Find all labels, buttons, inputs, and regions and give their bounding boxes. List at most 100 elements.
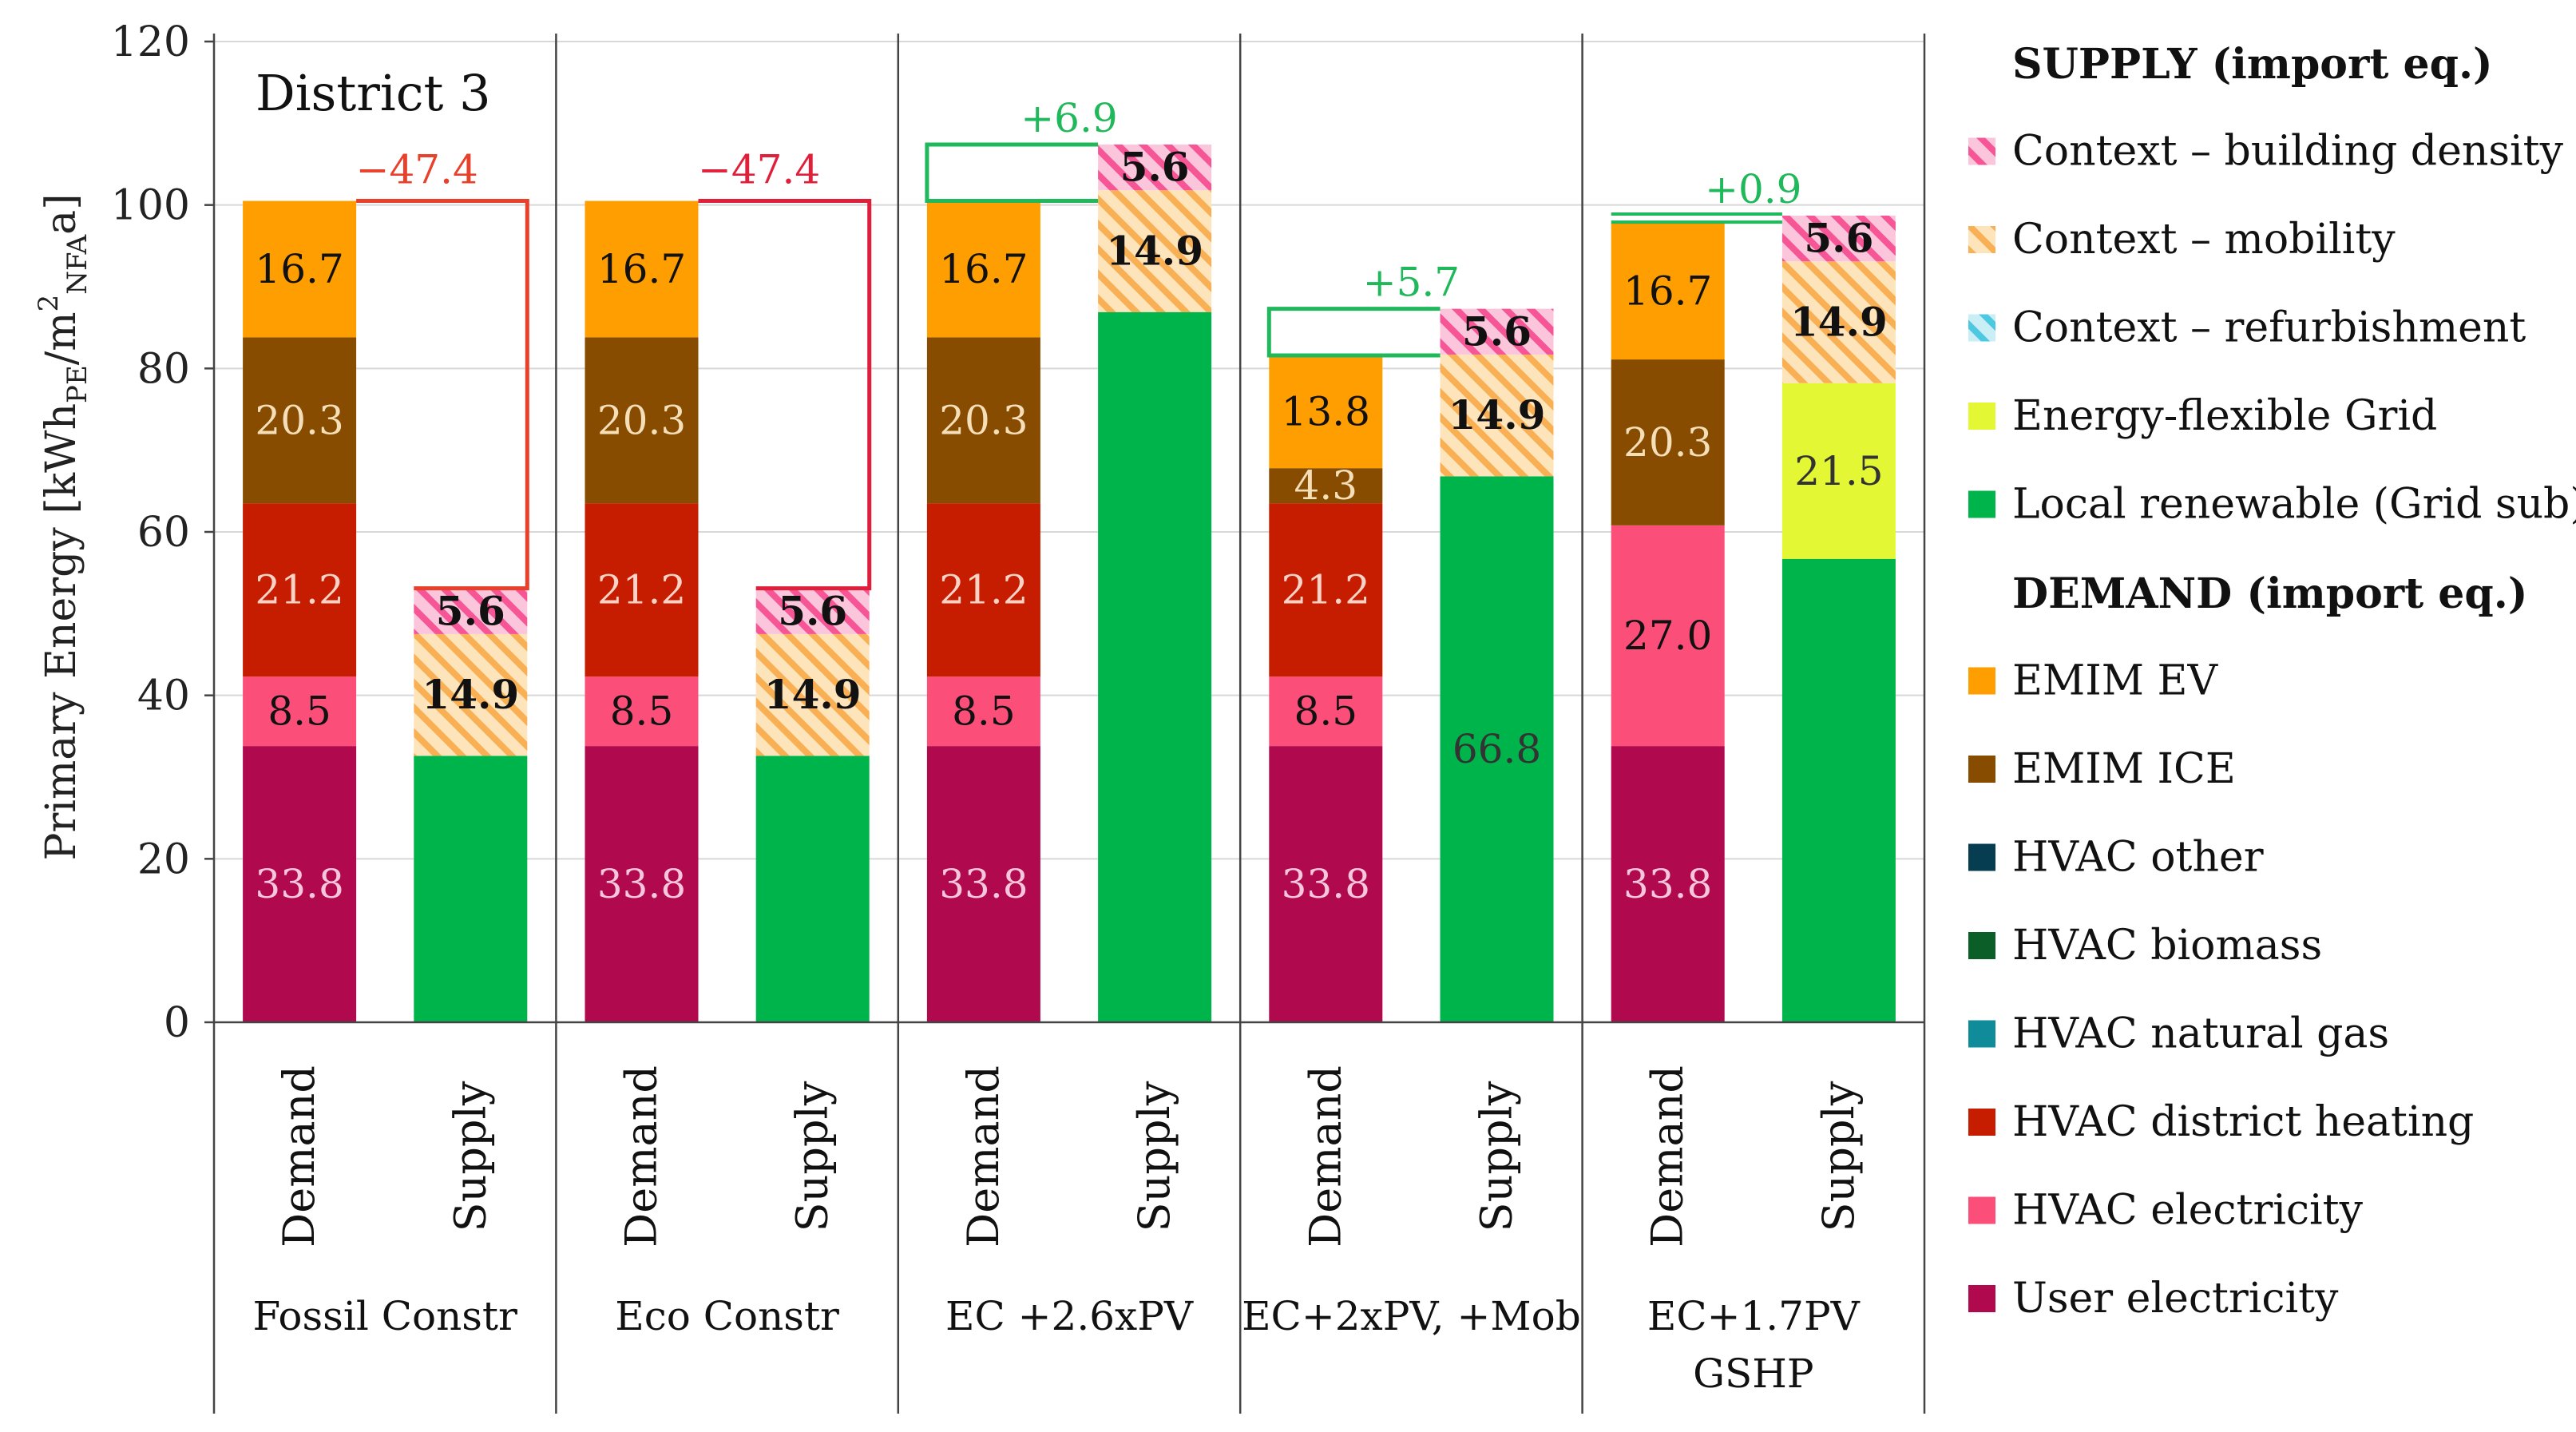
legend: SUPPLY (import eq.) Context – building de…: [1968, 40, 2576, 1323]
data-label: 14.9: [1790, 299, 1888, 346]
legend-swatch: [1968, 226, 1995, 253]
delta-bracket: [356, 199, 529, 591]
bar-segment-context-building-density: [414, 588, 528, 634]
bar-segment-user-electricity: [243, 746, 357, 1022]
bar-segment-energy-flexible-grid: [1781, 383, 1896, 559]
x-tick-label-demand: Demand: [958, 1065, 1009, 1248]
data-label: 14.9: [422, 671, 519, 718]
legend-item-hvac-biomass: HVAC biomass: [1968, 922, 2322, 970]
legend-swatch: [1968, 1020, 1995, 1048]
bar-segment-emim-ev: [585, 200, 699, 338]
chart-title: District 3: [256, 64, 491, 122]
y-tick-label: 0: [164, 999, 190, 1047]
legend-swatch: [1968, 932, 1995, 959]
x-tick-label-supply: Supply: [1813, 1081, 1864, 1232]
delta-indicator: +0.9: [1611, 166, 1802, 224]
y-tick-label: 60: [137, 509, 190, 557]
bar-segment-hvac-district-heating: [585, 503, 699, 677]
legend-swatch: [1968, 490, 1995, 518]
legend-label: Context – building density: [2012, 128, 2564, 176]
legend-swatch: [1968, 314, 1995, 342]
legend-label: EMIM EV: [2012, 657, 2218, 705]
group-label: Eco Constr: [615, 1293, 839, 1339]
legend-item-hvac-electricity: HVAC electricity: [1968, 1187, 2364, 1235]
data-label: 20.3: [255, 397, 343, 443]
legend-swatch: [1968, 1196, 1995, 1224]
x-tick-label-supply: Supply: [1472, 1081, 1522, 1232]
data-label: 16.7: [1623, 268, 1712, 315]
bar-segment-emim-ev: [1611, 223, 1725, 360]
data-label: 14.9: [1106, 227, 1203, 274]
data-label: 33.8: [1623, 861, 1712, 907]
group-label: EC+2xPV, +Mob: [1242, 1293, 1581, 1339]
bar-segment-emim-ev: [926, 200, 1040, 338]
supply-bar-fossil-constr: 14.9 5.6: [414, 587, 528, 1022]
data-label: 8.5: [268, 688, 331, 735]
bar-segment-context-building-density: [755, 588, 870, 634]
y-tick-label: 40: [137, 672, 190, 720]
delta-bracket: [1266, 307, 1441, 358]
legend-label: HVAC other: [2012, 834, 2264, 882]
bar-segment-context-mobility: [414, 633, 528, 756]
group-label: GSHP: [1693, 1351, 1813, 1397]
legend-label: Context – refurbishment: [2012, 304, 2526, 352]
group-label: EC+1.7PV: [1647, 1293, 1861, 1339]
legend-item-energy-flexible-grid: Energy-flexible Grid: [1968, 392, 2437, 440]
data-label: 20.3: [1623, 419, 1712, 466]
delta-bracket: [698, 199, 872, 591]
bar-segment-context-building-density: [1440, 308, 1554, 355]
bar-segment-hvac-district-heating: [926, 503, 1040, 677]
data-label: 21.2: [597, 567, 686, 613]
demand-bar-fossil-constr: 33.8 8.5 21.2 20.3 16.7: [243, 200, 357, 1022]
group-label: EC +2.6xPV: [945, 1293, 1194, 1339]
legend-item-context-building-density: Context – building density: [1968, 128, 2564, 176]
delta-indicator: +6.9: [925, 95, 1118, 204]
x-tick-label-supply: Supply: [787, 1081, 838, 1232]
data-label: 8.5: [1294, 688, 1358, 735]
data-label: 8.5: [610, 688, 674, 735]
data-label: 20.3: [939, 397, 1028, 443]
legend-swatch: [1968, 667, 1995, 695]
legend-label: Energy-flexible Grid: [2012, 392, 2437, 440]
bar-segment-emim-ice: [1269, 468, 1383, 504]
delta-indicators: −47.4 −47.4 +6.9 +5.7 +0.9: [356, 95, 1802, 591]
bar-segment-emim-ice: [243, 337, 357, 504]
bar-segment-hvac-electricity: [1269, 676, 1383, 747]
bar-segment-user-electricity: [585, 746, 699, 1022]
bar-segment-local-renewable-grid-sub: [1098, 311, 1212, 1022]
data-label: 8.5: [952, 688, 1016, 735]
delta-label: +0.9: [1705, 166, 1801, 212]
bar-segment-user-electricity: [926, 746, 1040, 1022]
group-label: Fossil Constr: [252, 1293, 517, 1339]
bar-segment-emim-ev: [243, 200, 357, 338]
y-tick-label: 120: [111, 18, 190, 66]
legend-heading: SUPPLY (import eq.): [2012, 40, 2493, 89]
delta-label: −47.4: [356, 147, 478, 193]
x-tick-label-supply: Supply: [445, 1081, 495, 1232]
data-label: 33.8: [1282, 861, 1370, 907]
bar-segment-local-renewable-grid-sub: [755, 756, 870, 1022]
data-label: 33.8: [597, 861, 686, 907]
bar-segment-user-electricity: [1611, 746, 1725, 1022]
data-label: 5.6: [436, 587, 505, 634]
demand-bar-ec-2-6xpv: 33.8 8.5 21.2 20.3 16.7: [926, 200, 1040, 1022]
supply-bar-ec-1-7pv-gshp: 21.5 14.9 5.6: [1781, 215, 1896, 1022]
legend-item-hvac-district-heating: HVAC district heating: [1968, 1098, 2474, 1146]
supply-bar-ec-2xpv-mob: 66.8 14.9 5.6: [1440, 307, 1554, 1022]
delta-label: +6.9: [1020, 95, 1117, 141]
legend-item-hvac-other: HVAC other: [1968, 834, 2264, 882]
legend-swatch: [1968, 1109, 1995, 1136]
data-label: 13.8: [1282, 389, 1370, 435]
bar-segment-context-building-density: [1781, 215, 1896, 262]
bar-segment-emim-ev: [1269, 355, 1383, 469]
bars: 33.8 8.5 21.2 20.3 16.7 14.9 5.6 33.8 8.5 21.2 20.…: [243, 144, 1896, 1022]
legend-swatch: [1968, 1285, 1995, 1312]
bar-segment-context-mobility: [1098, 190, 1212, 312]
data-label: 14.9: [764, 671, 862, 718]
y-tick-label: 20: [137, 835, 190, 883]
bar-segment-hvac-electricity: [1611, 525, 1725, 747]
demand-bar-ec-1-7pv-gshp: 33.8 27.0 20.3 16.7: [1611, 223, 1725, 1022]
bar-segment-emim-ice: [926, 337, 1040, 504]
demand-bar-eco-constr: 33.8 8.5 21.2 20.3 16.7: [585, 200, 699, 1022]
